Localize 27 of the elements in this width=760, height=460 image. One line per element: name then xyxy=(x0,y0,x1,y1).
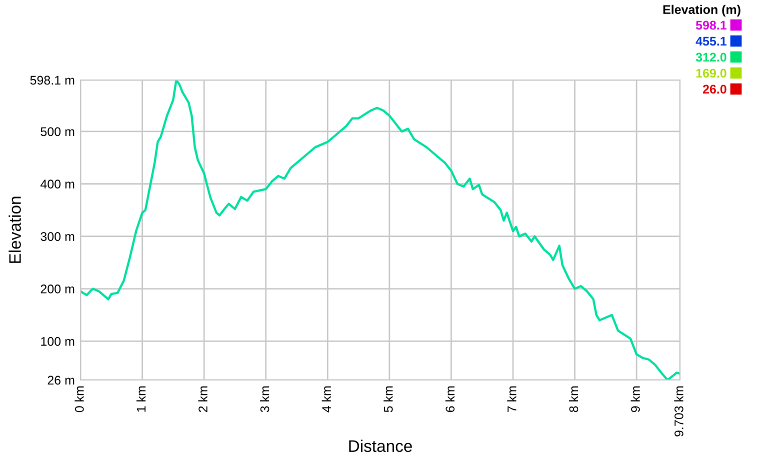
color-bar-label: 598.1 xyxy=(696,20,726,30)
color-bar-label: 26.0 xyxy=(702,84,726,94)
x-tick-label: 5 km xyxy=(384,386,393,412)
color-bar-label: 455.1 xyxy=(696,36,726,46)
y-tick-label: 200 m xyxy=(40,284,74,294)
y-tick-label: 598.1 m xyxy=(30,76,74,85)
y-axis-title: Elevation xyxy=(8,196,21,263)
color-bar-title: Elevation (m) xyxy=(663,4,740,16)
y-tick-label: 500 m xyxy=(40,127,74,136)
x-tick-label: 4 km xyxy=(322,386,331,412)
x-tick-label: 2 km xyxy=(198,386,208,412)
x-axis-title: Distance xyxy=(349,440,412,452)
x-tick-label: 1 km xyxy=(136,386,146,412)
x-tick-label: 8 km xyxy=(568,386,578,412)
y-tick-label: 100 m xyxy=(41,336,74,346)
x-tick-label: 3 km xyxy=(260,386,270,412)
x-tick-label: 7 km xyxy=(507,386,516,412)
line-series xyxy=(80,80,680,380)
color-bar-label: 169.0 xyxy=(696,68,726,78)
y-tick-label: 26 m xyxy=(48,376,74,385)
x-tick-label: 6 km xyxy=(445,386,455,412)
y-tick-label: 400 m xyxy=(40,180,74,189)
y-tick-label: 300 m xyxy=(40,232,74,241)
x-tick-label: 9.703 km xyxy=(674,386,684,436)
x-tick-label: 0 km xyxy=(74,386,84,412)
color-bar-label: 312.0 xyxy=(696,52,726,62)
x-tick-label: 9 km xyxy=(630,386,640,412)
